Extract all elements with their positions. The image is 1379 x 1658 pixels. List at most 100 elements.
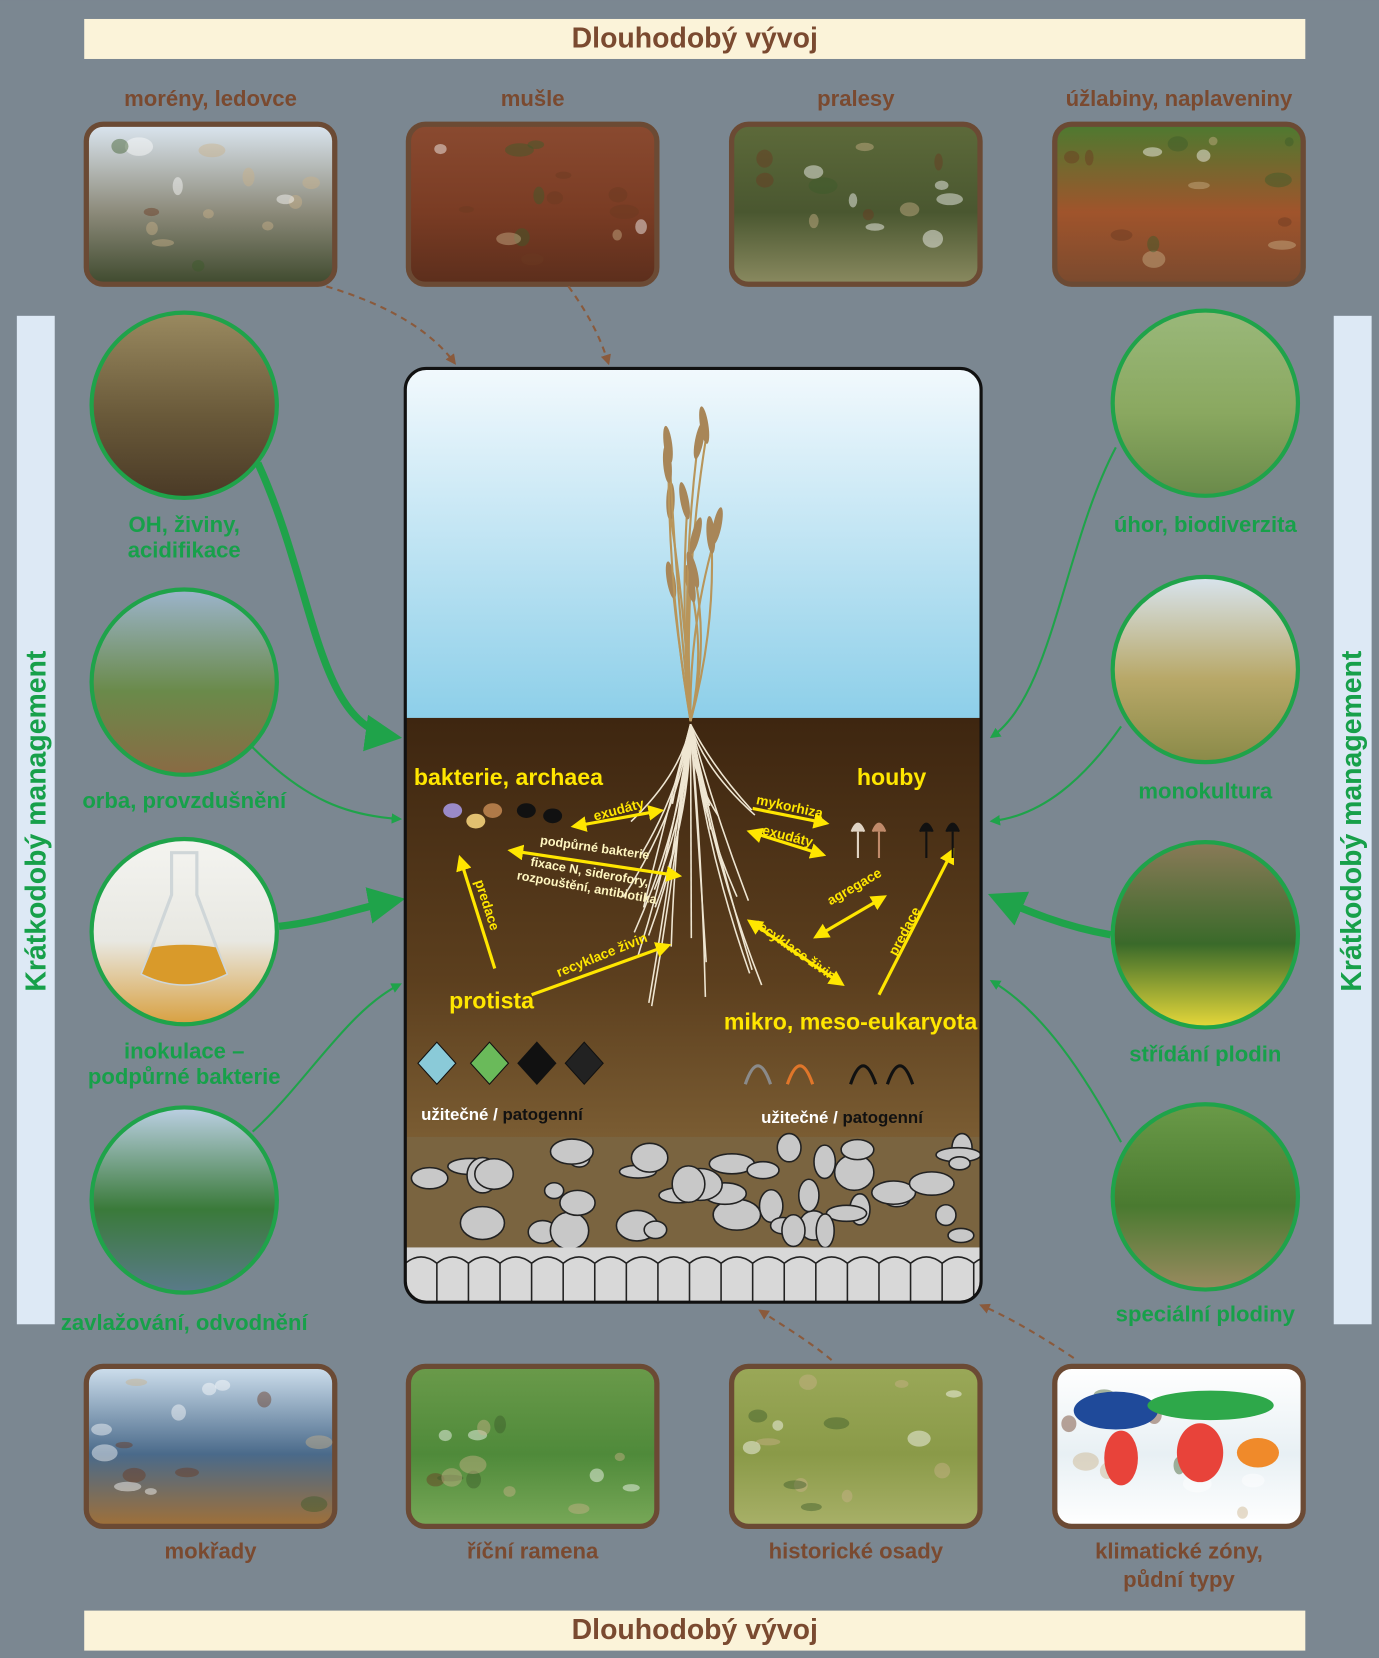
rock — [799, 1179, 819, 1211]
organism-group-label: mikro, meso-eukaryota — [724, 1008, 978, 1034]
photo-detail — [1197, 150, 1211, 162]
photo-detail — [257, 1392, 271, 1408]
bottom-photo-label: mokřady — [164, 1539, 257, 1564]
photo-detail — [126, 1379, 148, 1386]
rock — [949, 1157, 970, 1170]
rock — [782, 1215, 805, 1247]
map-region — [1237, 1438, 1279, 1467]
photo-detail — [1142, 251, 1165, 268]
photo-detail — [114, 1482, 141, 1492]
rock — [814, 1145, 835, 1178]
photo-detail — [175, 1468, 199, 1478]
rock — [631, 1143, 667, 1172]
map-region — [1104, 1431, 1138, 1486]
legend-beneficial: užitečné — [761, 1108, 828, 1127]
flask-liquid — [142, 945, 226, 984]
photo-detail — [1064, 151, 1079, 164]
rock — [747, 1162, 779, 1179]
left-photo — [92, 1107, 277, 1292]
photo-detail — [743, 1441, 761, 1454]
photo-detail — [533, 187, 544, 205]
left-photo-label: OH, živiny, — [129, 512, 240, 537]
right-photo-label: monokultura — [1138, 779, 1273, 804]
photo-detail — [91, 1424, 112, 1436]
rock — [936, 1205, 956, 1226]
photo-detail — [756, 1438, 780, 1445]
diagram: Dlouhodobý vývojDlouhodobý vývojKrátkodo… — [0, 0, 1379, 1658]
photo-detail — [609, 187, 628, 202]
photo-detail — [824, 1417, 850, 1429]
photo-detail — [547, 191, 563, 204]
photo-detail — [116, 1442, 133, 1448]
photo-detail — [1268, 241, 1296, 250]
photo-detail — [623, 1484, 640, 1491]
photo-detail — [809, 177, 838, 194]
legend-pathogenic: patogenní — [842, 1108, 924, 1127]
photo-detail — [202, 1383, 216, 1395]
photo-detail — [783, 1480, 806, 1489]
left-side-title: Krátkodobý management — [20, 650, 52, 991]
photo-detail — [494, 1415, 506, 1433]
photo-detail — [804, 165, 823, 179]
rock — [672, 1166, 705, 1202]
photo-detail — [434, 144, 446, 154]
photo-detail — [1209, 137, 1218, 146]
photo-detail — [895, 1380, 909, 1388]
bottom-photo — [732, 1366, 980, 1526]
photo-detail — [1111, 229, 1133, 240]
photo-detail — [615, 1453, 625, 1461]
photo-detail — [923, 230, 943, 248]
legend-separator: / — [833, 1108, 838, 1127]
photo-detail — [934, 1463, 950, 1479]
photo-detail — [610, 205, 639, 219]
rock — [816, 1214, 834, 1248]
photo-detail — [801, 1503, 822, 1511]
photo-detail — [146, 222, 158, 235]
photo-detail — [612, 230, 622, 241]
rock — [550, 1212, 588, 1249]
photo-detail — [441, 1468, 462, 1487]
photo-detail — [936, 193, 963, 205]
photo-detail — [439, 1430, 452, 1441]
soil-panel — [405, 368, 1005, 1302]
photo-detail — [203, 209, 214, 218]
right-photo-label: speciální plodiny — [1116, 1302, 1296, 1327]
photo-detail — [1285, 137, 1294, 146]
rock — [909, 1172, 954, 1195]
photo-detail — [849, 193, 857, 207]
rock — [644, 1221, 666, 1238]
rock — [411, 1168, 447, 1189]
bottom-photo-label: klimatické zóny, — [1095, 1539, 1263, 1564]
photo-detail — [907, 1431, 930, 1447]
photo-detail — [1073, 1452, 1099, 1470]
rock — [550, 1139, 593, 1164]
photo-detail — [496, 232, 521, 245]
rock — [560, 1190, 595, 1215]
photo-detail — [900, 202, 920, 216]
rock — [545, 1183, 564, 1199]
photo-detail — [302, 176, 320, 189]
photo-detail — [1278, 217, 1292, 226]
photo-detail — [756, 173, 774, 188]
top-photo-label: mušle — [501, 86, 565, 111]
right-photo — [1113, 842, 1298, 1027]
rock — [841, 1140, 874, 1160]
bottom-banner-title: Dlouhodobý vývoj — [572, 1614, 818, 1646]
microbe — [443, 803, 462, 818]
photo-detail — [521, 253, 544, 265]
photo-detail — [198, 143, 225, 157]
right-side-title: Krátkodobý management — [1336, 650, 1368, 991]
photo-detail — [192, 260, 204, 272]
left-photo-label: orba, provzdušnění — [82, 788, 287, 813]
photo-detail — [215, 1380, 230, 1391]
bottom-photo-label: půdní typy — [1123, 1567, 1235, 1592]
map-region — [1074, 1392, 1158, 1430]
top-photo-label: pralesy — [817, 86, 895, 111]
photo-detail — [863, 209, 874, 220]
bedrock — [405, 1247, 981, 1302]
photo-detail — [125, 137, 153, 156]
right-photo-label: střídání plodin — [1129, 1042, 1281, 1067]
photo-detail — [1168, 136, 1188, 151]
rock — [777, 1134, 801, 1162]
photo-detail — [946, 1390, 962, 1397]
